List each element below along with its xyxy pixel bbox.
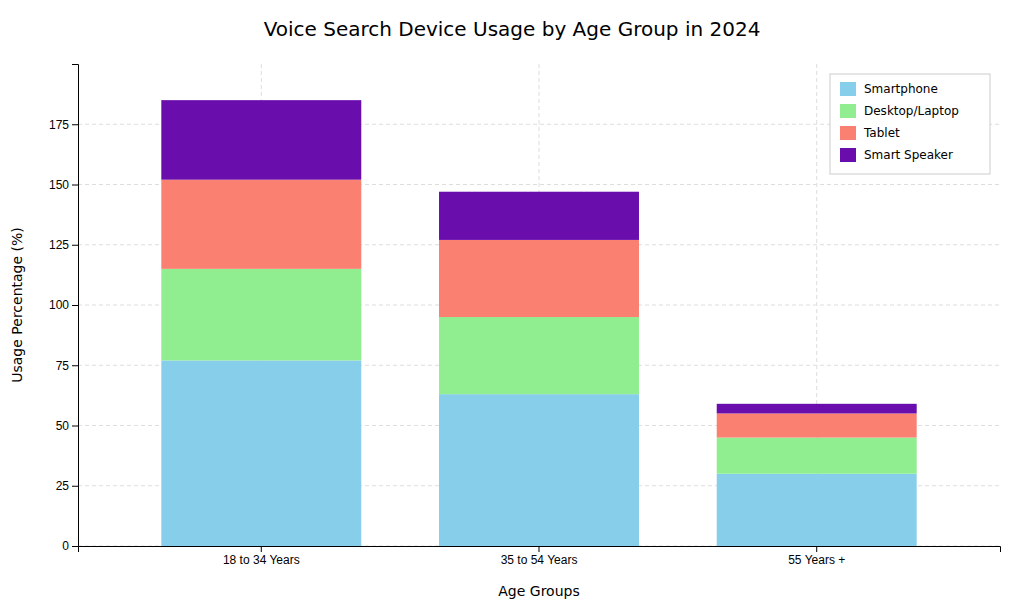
bar	[439, 317, 639, 394]
legend-label: Smart Speaker	[864, 148, 953, 162]
legend-label: Smartphone	[864, 82, 938, 96]
bar	[717, 413, 917, 437]
legend-swatch	[840, 148, 856, 162]
y-tick-mark	[72, 426, 78, 427]
x-tick: 35 to 54 Years	[501, 546, 578, 567]
y-tick-mark	[72, 124, 78, 125]
y-tick-label: 125	[49, 238, 69, 252]
legend-item: Smartphone	[840, 82, 938, 96]
y-tick: 75	[56, 359, 78, 373]
y-tick: 175	[49, 118, 78, 132]
y-tick-label: 100	[49, 298, 69, 312]
y-tick-label: 150	[49, 178, 69, 192]
legend-swatch	[840, 104, 856, 118]
bars	[161, 100, 916, 546]
x-tick-mark	[261, 546, 262, 552]
legend-item: Tablet	[840, 126, 900, 140]
legend-swatch	[840, 126, 856, 140]
y-tick-mark	[72, 365, 78, 366]
y-tick-mark	[72, 245, 78, 246]
legend-label: Tablet	[863, 126, 900, 140]
y-tick-mark	[72, 546, 78, 547]
bar	[161, 180, 361, 269]
y-axis: 0 25 50 75 100 125 150 175	[49, 65, 79, 554]
y-tick-mark	[72, 305, 78, 306]
y-tick: 0	[62, 539, 78, 553]
bar	[717, 404, 917, 414]
y-tick-label: 75	[56, 359, 70, 373]
bar	[161, 100, 361, 180]
y-axis-line	[72, 65, 79, 547]
x-axis-line	[79, 547, 1001, 553]
title: Voice Search Device Usage by Age Group i…	[264, 17, 761, 41]
grid	[78, 64, 1000, 546]
y-tick: 25	[56, 479, 78, 493]
y-tick-label: 0	[62, 539, 69, 553]
y-tick: 100	[49, 298, 78, 312]
y-tick: 125	[49, 238, 78, 252]
x-axis: 18 to 34 Years 35 to 54 Years 55 Years +	[79, 546, 1001, 567]
bar	[161, 269, 361, 361]
chart: 18 to 34 Years 35 to 54 Years 55 Years + 0 2…	[0, 0, 1024, 614]
bar	[439, 192, 639, 240]
x-tick-mark	[816, 546, 817, 552]
y-tick-label: 175	[49, 118, 69, 132]
bar	[439, 240, 639, 317]
y-axis-title: Usage Percentage (%)	[9, 227, 25, 383]
x-tick: 18 to 34 Years	[223, 546, 300, 567]
legend: Smartphone Desktop/Laptop Tablet Smart Spea…	[830, 74, 990, 174]
bar	[717, 438, 917, 474]
legend-label: Desktop/Laptop	[864, 104, 959, 118]
x-tick-label: 35 to 54 Years	[501, 553, 578, 567]
x-axis-title: Age Groups	[498, 583, 579, 599]
y-tick-mark	[72, 486, 78, 487]
x-tick-label: 55 Years +	[788, 553, 845, 567]
bar	[439, 394, 639, 546]
y-tick-mark	[72, 185, 78, 186]
legend-item: Desktop/Laptop	[840, 104, 959, 118]
y-tick-label: 25	[56, 479, 70, 493]
x-tick-label: 18 to 34 Years	[223, 553, 300, 567]
legend-item: Smart Speaker	[840, 148, 953, 162]
y-tick-label: 50	[56, 419, 70, 433]
bar	[717, 474, 917, 546]
legend-swatch	[840, 82, 856, 96]
bar	[161, 360, 361, 546]
x-tick: 55 Years +	[788, 546, 845, 567]
y-tick: 50	[56, 419, 78, 433]
legend-box	[830, 74, 990, 174]
series	[161, 100, 916, 413]
y-tick: 150	[49, 178, 78, 192]
plot: 18 to 34 Years 35 to 54 Years 55 Years + 0 2…	[49, 64, 1001, 567]
x-tick-mark	[539, 546, 540, 552]
series	[161, 180, 916, 438]
